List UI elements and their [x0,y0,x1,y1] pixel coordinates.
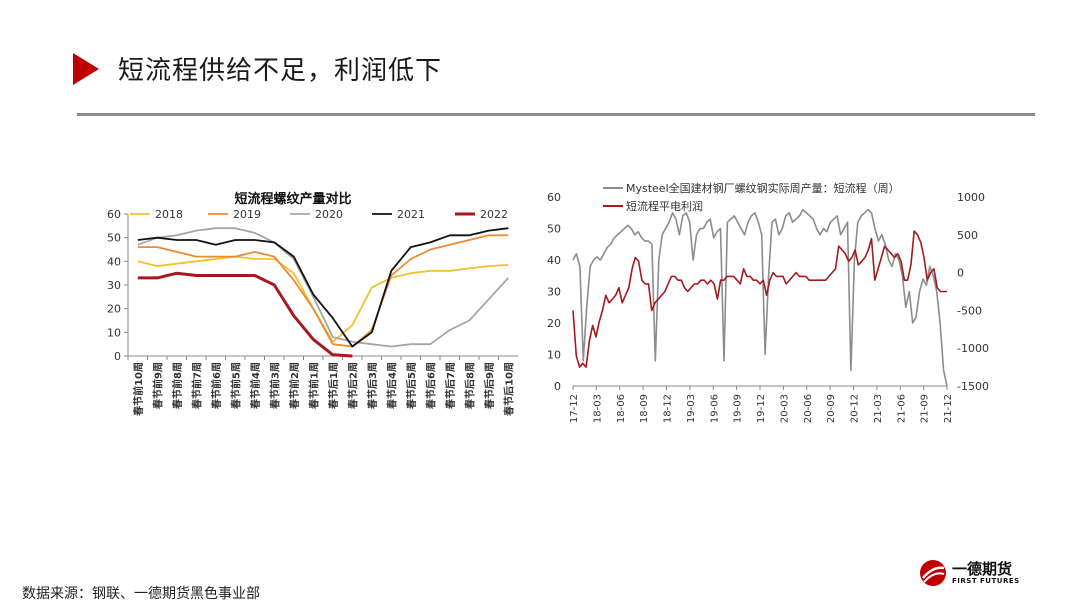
title-divider [77,113,1035,116]
chart1-series-line-2021 [137,227,509,348]
chart2-y-right-tick-label: -1500 [957,380,989,393]
title-arrow-icon [73,53,99,85]
data-source-note: 数据来源：钢联、一德期货黑色事业部 [22,586,260,602]
chart1-x-tick-label: 春节前5周 [229,362,242,409]
chart1-x-tick-label: 春节后9周 [483,362,496,409]
chart2-x-tick-label: 20-09 [826,394,837,423]
chart2-y-right-tick-label: 0 [957,267,964,280]
chart1-x-tick-label: 春节前9周 [151,362,164,409]
chart2-y-left-tick-label: 50 [547,223,561,236]
chart2-x-tick-label: 21-12 [943,394,954,423]
chart1-x-tick-label: 春节后5周 [405,362,418,409]
chart1-x-tick-label: 春节后8周 [463,362,476,409]
chart2-x-tick-label: 18-09 [639,394,650,423]
logo-name-en: FIRST FUTURES [952,577,1020,585]
chart1-x-tick-label: 春节前3周 [268,362,281,409]
chart1-series-line-2022 [137,271,353,358]
chart1-y-tick-label: 20 [107,303,121,316]
chart2-x-tick-label: 18-12 [663,394,674,423]
chart2-x-tick-label: 18-06 [616,394,627,423]
page-title: 短流程供给不足，利润低下 [118,56,443,86]
chart1-y-tick-label: 0 [114,350,121,363]
chart2-x-tick-label: 19-12 [756,394,767,423]
chart2-series-line-output [572,208,948,387]
chart2-y-left-tick-label: 10 [547,349,561,362]
chart1-x-tick-label: 春节前8周 [171,362,184,409]
chart2-x-tick-label: 19-06 [709,394,720,423]
chart2-y-right-tick-label: -1000 [957,342,989,355]
chart2-y-left-tick-label: 60 [547,191,561,204]
chart1-y-tick-label: 60 [107,208,121,221]
chart1-x-tick-label: 春节前4周 [249,362,262,409]
logo-name-cn: 一德期货 [952,560,1013,578]
chart1-legend-label: 2020 [315,208,343,221]
chart-short-process-output-and-profit: 0 10 20 30 40 50 60 -1500 -1000 -500 0 500 1000 17-12… [547,181,989,423]
chart1-x-tick-label: 春节后6周 [424,362,437,409]
chart2-y-left-tick-label: 30 [547,286,561,299]
chart1-x-tick-label: 春节前10周 [132,362,145,416]
chart1-y-tick-label: 40 [107,255,121,268]
chart1-series-line-2019 [137,234,509,348]
chart2-legend-label: Mysteel全国建材钢厂螺纹钢实际周产量：短流程（周） [626,181,900,195]
chart2-y-left-tick-label: 20 [547,317,561,330]
chart1-x-tick-label: 春节后3周 [366,362,379,409]
company-logo: 一德期货 FIRST FUTURES [918,556,1038,590]
chart2-legend-label: 短流程平电利润 [626,199,703,213]
chart1-legend-label: 2018 [155,208,183,221]
chart1-x-tick-label: 春节前2周 [288,362,301,409]
chart2-x-tick-label: 18-03 [592,394,603,423]
chart1-x-tick-label: 春节后10周 [502,362,515,416]
chart2-x-tick-label: 20-12 [850,394,861,423]
chart2-y-right-tick-label: 1000 [957,191,985,204]
chart1-x-tick-label: 春节后7周 [444,362,457,409]
chart2-x-tick-label: 21-06 [896,394,907,423]
chart1-x-tick-label: 春节后2周 [346,362,359,409]
chart2-y-left-tick-label: 40 [547,254,561,267]
chart2-x-tick-label: 17-12 [569,394,580,423]
chart2-x-tick-label: 19-03 [686,394,697,423]
chart2-x-tick-label: 21-09 [920,394,931,423]
chart1-x-tick-label: 春节后4周 [385,362,398,409]
chart1-x-tick-label: 春节前1周 [307,362,320,409]
chart1-series-line-2020 [137,227,509,348]
chart1-y-tick-label: 10 [107,326,121,339]
chart2-x-tick-label: 19-09 [733,394,744,423]
chart2-x-tick-label: 20-06 [803,394,814,423]
chart2-y-left-tick-label: 0 [554,380,561,393]
chart2-x-tick-label: 21-03 [873,394,884,423]
chart2-y-right-tick-label: -500 [957,304,982,317]
chart2-series-line-profit [572,230,947,368]
chart1-title: 短流程螺纹产量对比 [234,191,351,207]
chart1-x-tick-label: 春节前6周 [210,362,223,409]
chart2-y-right-tick-label: 500 [957,229,978,242]
chart1-legend-label: 2021 [397,208,425,221]
logo-icon [920,560,946,586]
chart1-y-tick-label: 30 [107,279,121,292]
chart1-y-tick-label: 50 [107,232,121,245]
chart1-x-tick-label: 春节前7周 [190,362,203,409]
chart2-x-tick-label: 20-03 [779,394,790,423]
chart1-legend-label: 2022 [480,208,508,221]
chart1-x-tick-label: 春节后1周 [327,362,340,409]
chart1-legend-label: 2019 [233,208,261,221]
